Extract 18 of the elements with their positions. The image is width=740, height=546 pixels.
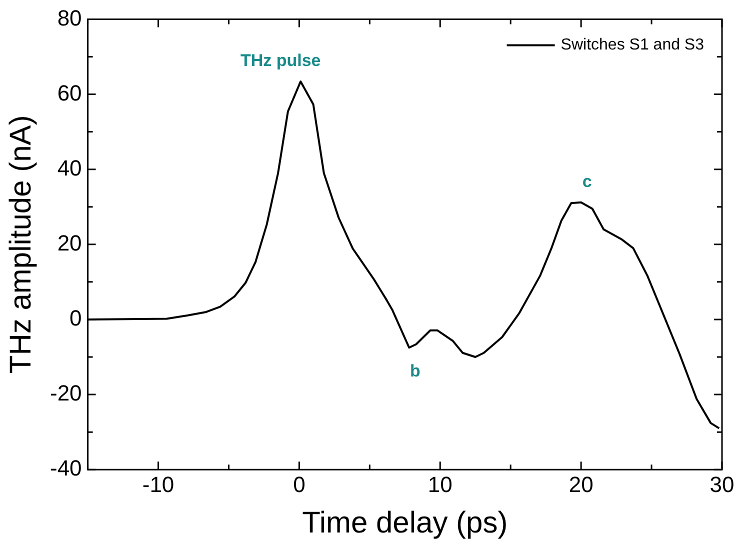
y-tick-label: 20 [57,230,82,256]
y-tick-label: 80 [57,5,82,30]
y-tick-label: -40 [50,456,82,481]
x-tick-label: 10 [428,472,452,497]
x-tick-label: 0 [293,472,306,497]
y-tick-label: 40 [57,155,82,180]
x-axis-title: Time delay (ps) [302,506,508,540]
x-tick-label: 30 [710,472,734,497]
annotation: THz pulse [240,51,321,70]
y-tick-label: 0 [70,306,82,331]
annotation: b [410,361,420,380]
annotation: c [582,172,592,192]
y-axis-title: THz amplitude (nA) [4,115,38,374]
legend-label: Switches S1 and S3 [560,36,704,54]
x-tick-label: 20 [568,472,594,497]
y-tick-label: -20 [50,380,82,406]
x-tick-label: -10 [142,472,174,497]
y-tick-label: 60 [57,80,82,106]
